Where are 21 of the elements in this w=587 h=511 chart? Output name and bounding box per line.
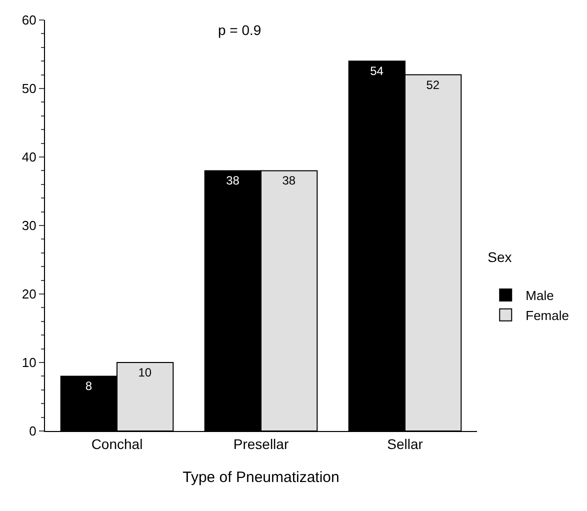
y-tick-label: 30 (22, 218, 36, 234)
data-label: 8 (85, 379, 92, 394)
legend-label: Female (526, 308, 569, 323)
x-tick-label: Sellar (387, 436, 424, 452)
x-axis-title: Type of Pneumatization (182, 468, 340, 486)
data-label: 54 (370, 64, 384, 78)
annotation: p = 0.9 (218, 22, 262, 38)
legend-title: Sex (488, 248, 512, 265)
x-tick-label: Presellar (233, 436, 289, 452)
data-label: 10 (138, 366, 152, 380)
y-tick-label: 10 (22, 355, 36, 370)
y-tick-label: 0 (29, 424, 36, 439)
y-tick-label: 20 (22, 286, 36, 302)
y-tick-label: 40 (22, 150, 36, 165)
data-label: 38 (226, 174, 240, 188)
legend-label: Male (526, 288, 554, 304)
data-label: 38 (282, 174, 296, 188)
y-tick-label: 60 (22, 12, 36, 28)
x-tick-label: Conchal (91, 436, 143, 452)
data-label: 52 (426, 78, 440, 92)
y-tick-label: 50 (22, 81, 36, 96)
